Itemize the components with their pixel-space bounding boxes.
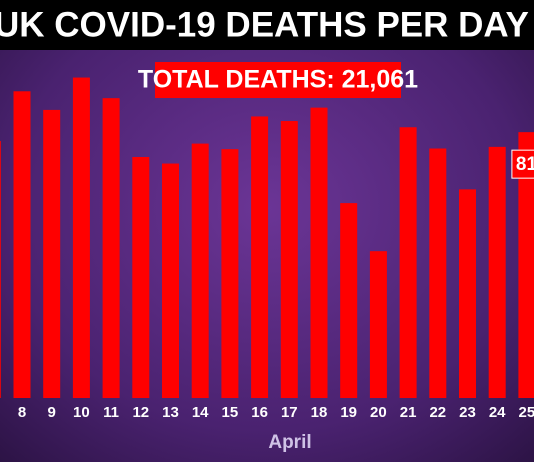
x-tick-label: 23 xyxy=(459,404,476,421)
bar xyxy=(0,140,1,398)
x-tick-label: 25 xyxy=(519,404,534,421)
bar xyxy=(102,98,120,399)
x-tick-label: 17 xyxy=(281,404,298,421)
bar xyxy=(162,163,179,398)
bar xyxy=(310,107,328,399)
x-tick-label: 21 xyxy=(400,404,417,421)
annotation: TOTAL DEATHS: 21,061 xyxy=(138,66,418,94)
bar xyxy=(72,77,90,398)
bar xyxy=(518,132,534,399)
bar xyxy=(459,189,476,398)
x-axis-label: April xyxy=(268,432,311,453)
x-tick-label: 9 xyxy=(48,404,56,421)
x-tick-label: 19 xyxy=(340,404,357,421)
x-tick-label: 12 xyxy=(132,404,149,421)
chart-title: UK COVID-19 DEATHS PER DAY xyxy=(0,5,529,44)
x-tick-label: 24 xyxy=(489,404,506,421)
annotation-box xyxy=(155,62,401,98)
x-tick-label: 8 xyxy=(18,404,26,421)
bar xyxy=(191,143,209,398)
x-tick-label: 14 xyxy=(192,404,209,421)
bar xyxy=(340,203,358,398)
title-band xyxy=(0,0,534,50)
bar xyxy=(429,148,447,398)
bar xyxy=(132,157,150,398)
x-tick-label: 11 xyxy=(103,404,119,421)
x-tick-label: 22 xyxy=(429,404,446,421)
x-tick-label: 13 xyxy=(162,404,179,421)
data-label-box xyxy=(511,149,534,179)
bar xyxy=(251,116,269,398)
x-tick-label: 20 xyxy=(370,404,387,421)
bar xyxy=(13,91,31,399)
bar xyxy=(369,251,387,398)
bar xyxy=(43,109,61,399)
bar xyxy=(488,146,506,398)
bar xyxy=(221,149,239,398)
bar xyxy=(280,121,298,398)
bar xyxy=(399,127,417,398)
x-tick-label: 10 xyxy=(73,404,90,421)
x-tick-label: 18 xyxy=(311,404,328,421)
x-tick-label: 15 xyxy=(222,404,239,421)
x-tick-label: 16 xyxy=(251,404,268,421)
data-label: 813 xyxy=(516,154,534,175)
plot: 8 9 10 11 12 13 14 15 16 17 18 19 20 21 22 23 24 25 813 xyxy=(0,77,534,421)
